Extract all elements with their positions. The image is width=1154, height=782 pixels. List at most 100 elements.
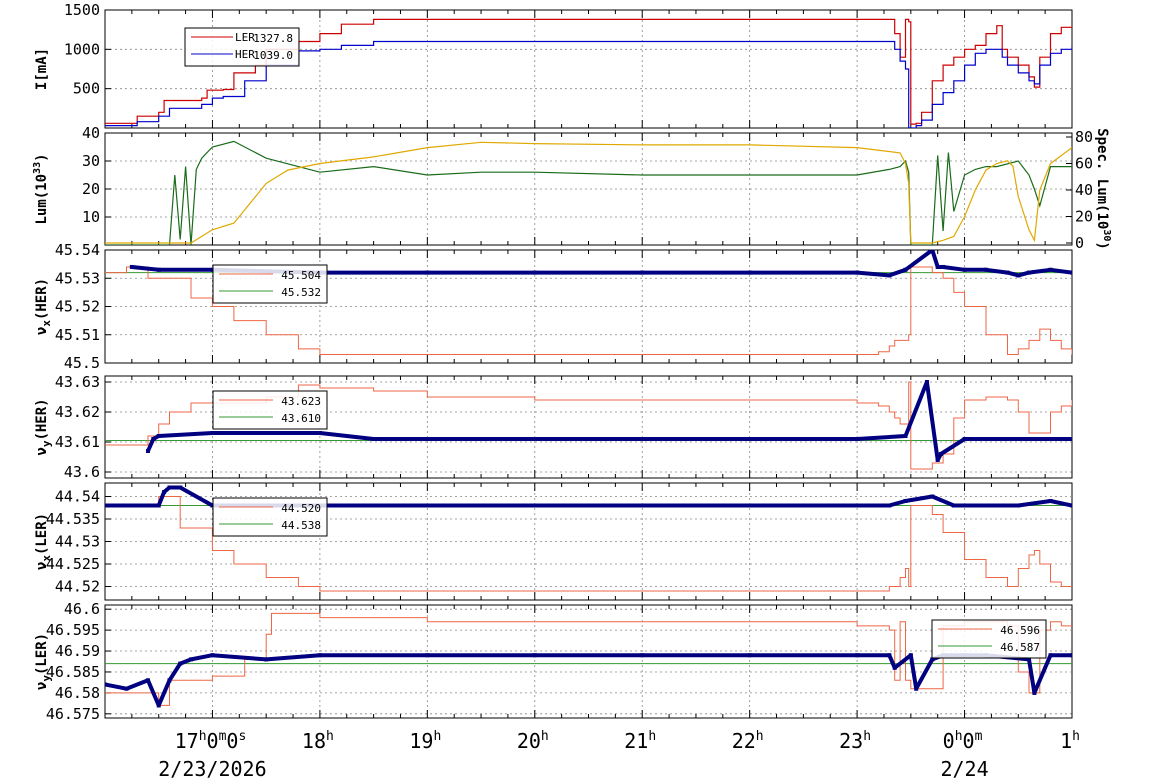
y-tick-label: 44.525 (46, 555, 100, 573)
data-point (855, 270, 860, 275)
y-axis-label: Lum(1033) (32, 153, 50, 224)
y-tick-label: 43.61 (55, 433, 100, 451)
data-point (1032, 690, 1037, 695)
data-point (640, 653, 645, 658)
data-point (371, 437, 376, 441)
data-point (962, 437, 967, 441)
panel-3: 45.545.5145.5245.5345.54νx(HER)45.50445.… (34, 241, 1073, 372)
legend: 45.504 45.532 (212, 264, 328, 304)
panel-2: 10 20 30 40 Lum(1033) 0 20 40 60 80 Spec. Lum(1030… (32, 124, 1112, 252)
legend-value: 44.538 (281, 519, 321, 532)
y2-axis-label: Spec. Lum(1030) (1094, 128, 1112, 250)
data-point (938, 452, 943, 456)
plot-area (105, 18, 1072, 128)
y-tick-label: 40 (82, 124, 100, 142)
data-point (1027, 270, 1032, 275)
data-point (532, 503, 537, 508)
x-tick-label: 18h (302, 729, 334, 753)
y-tick-label: 44.52 (55, 578, 100, 596)
data-point (425, 503, 430, 508)
y-tick-label: 44.54 (55, 488, 100, 506)
y-tick-label: 500 (73, 80, 100, 98)
legend-value: 46.587 (1000, 641, 1040, 654)
data-point (178, 485, 183, 490)
data-point (1016, 273, 1021, 278)
legend-value: 43.623 (281, 395, 321, 408)
legend-box (184, 27, 300, 67)
data-point (640, 503, 645, 508)
plot-area (105, 140, 1072, 245)
y-tick-label: 10 (82, 208, 100, 226)
data-point (210, 503, 215, 508)
data-point (951, 503, 956, 508)
data-point (188, 657, 193, 662)
legend-value: 45.532 (281, 286, 321, 299)
legend-box (212, 497, 328, 537)
legend-value: 43.610 (281, 412, 321, 425)
data-point (1027, 657, 1032, 662)
data-point (903, 434, 908, 438)
y-axis-label: I[mA] (34, 48, 50, 90)
data-point (984, 267, 989, 272)
y2-tick-label: 20 (1075, 208, 1093, 226)
data-point (1005, 270, 1010, 275)
time-axis: 17h0m0s 18h 19h 20h 21h 22h 23h 0h0m 1h 2/23/2026… (158, 729, 1080, 781)
data-point (855, 437, 860, 441)
y-tick-label: 43.6 (64, 463, 100, 481)
data-point (151, 437, 156, 441)
data-point (855, 503, 860, 508)
data-point (1048, 499, 1053, 503)
data-point (145, 449, 150, 453)
data-point (924, 380, 929, 384)
data-point (1048, 267, 1053, 272)
data-point (941, 264, 946, 269)
x-tick-label: 21h (624, 729, 656, 753)
data-point (156, 703, 161, 708)
data-point (930, 494, 935, 499)
y-tick-label: 1500 (64, 1, 100, 19)
data-point (914, 686, 919, 691)
data-point (425, 437, 430, 441)
legend-name: LER (235, 31, 255, 44)
data-point (903, 267, 908, 272)
data-point (532, 270, 537, 275)
y2-tick-label: 0 (1075, 234, 1084, 252)
y-axis-label: νx(LER) (34, 513, 53, 570)
y-tick-label: 45.54 (55, 241, 100, 259)
y-tick-label: 46.58 (55, 684, 100, 702)
y-tick-label: 46.59 (55, 642, 100, 660)
data-point (156, 267, 161, 272)
legend-value: 45.504 (281, 269, 321, 282)
data-point (855, 653, 860, 658)
legend-value: 46.596 (1000, 624, 1040, 637)
series-set-tune (105, 266, 1072, 355)
x-tick-label: 1h (1060, 729, 1080, 753)
y-tick-label: 45.5 (64, 354, 100, 372)
data-point (425, 653, 430, 658)
data-point (908, 653, 913, 658)
y2-tick-label: 40 (1075, 181, 1093, 199)
y-tick-label: 46.6 (64, 600, 100, 618)
data-point (167, 678, 172, 683)
legend-box (931, 619, 1047, 659)
x-tick-label: 23h (839, 729, 871, 753)
data-point (105, 682, 107, 687)
y-tick-label: 20 (82, 180, 100, 198)
data-point (1070, 503, 1072, 508)
y-tick-label: 45.51 (55, 326, 100, 344)
data-point (264, 431, 269, 435)
data-point (935, 264, 940, 269)
legend: 46.596 46.587 (931, 619, 1047, 659)
date-label: 2/23/2026 (158, 757, 266, 781)
data-point (1070, 270, 1072, 275)
data-point (1070, 437, 1072, 441)
y-axis-label: νy(LER) (34, 633, 53, 690)
legend-value: 44.520 (281, 502, 321, 515)
y-tick-label: 1000 (64, 40, 100, 58)
data-point (640, 437, 645, 441)
legend-value: 1327.8 (253, 32, 293, 45)
data-point (747, 503, 752, 508)
